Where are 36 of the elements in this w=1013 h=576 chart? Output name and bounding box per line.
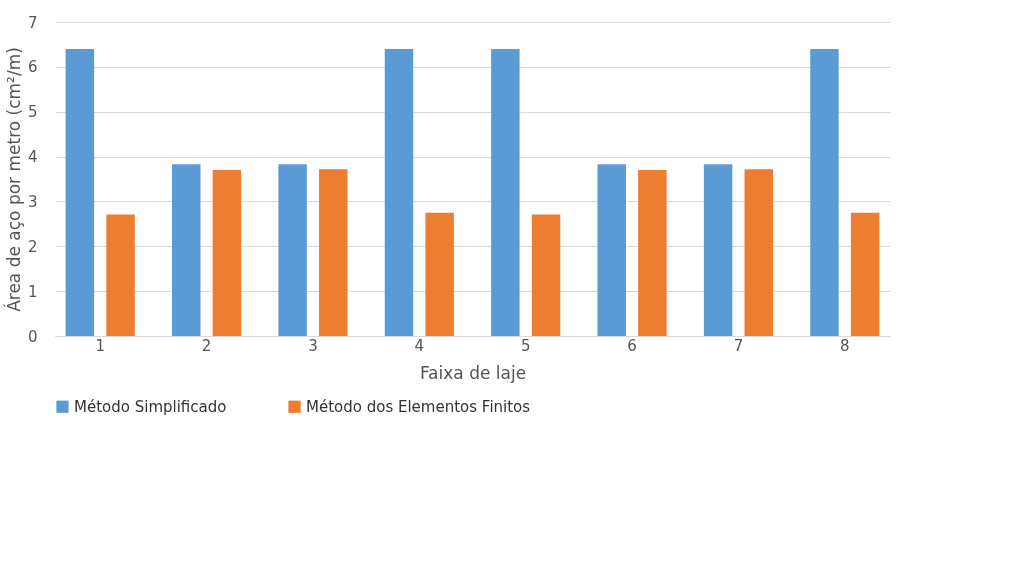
x-tick-label: 6 [627, 336, 637, 355]
y-axis-title: Área de aço por metro (cm²/m) [2, 47, 24, 312]
bar [319, 169, 348, 336]
bar [491, 48, 520, 336]
y-tick-label: 1 [27, 282, 38, 301]
legend-label: Método Simplificado [74, 397, 227, 416]
y-tick-label: 0 [27, 327, 38, 346]
x-tick-label: 7 [733, 336, 744, 355]
bar [212, 170, 242, 336]
bar [850, 212, 880, 336]
y-tick-label: 6 [27, 58, 38, 77]
x-tick-label: 5 [520, 336, 531, 355]
bar [638, 170, 667, 336]
bar [597, 164, 626, 336]
x-tick-label: 3 [308, 336, 318, 355]
bar [810, 48, 839, 336]
y-tick-label: 3 [27, 192, 38, 211]
x-axis-title: Faixa de laje [419, 362, 527, 383]
y-tick-label: 4 [27, 148, 38, 167]
legend-label: Método dos Elementos Finitos [306, 397, 531, 416]
x-tick-label: 1 [95, 336, 105, 355]
bar [172, 164, 201, 336]
x-tick-label: 4 [414, 336, 425, 355]
bar [703, 164, 733, 336]
y-tick-label: 2 [27, 237, 38, 256]
y-tick-label: 7 [27, 13, 38, 32]
y-tick-label: 5 [27, 103, 38, 122]
x-tick-label: 2 [201, 336, 212, 355]
bar [744, 169, 773, 336]
bar [278, 164, 307, 336]
x-tick-label: 8 [840, 336, 850, 355]
bar [531, 214, 561, 336]
bar [106, 214, 135, 336]
bar [384, 48, 414, 336]
bar [65, 48, 95, 336]
bar [425, 212, 454, 336]
